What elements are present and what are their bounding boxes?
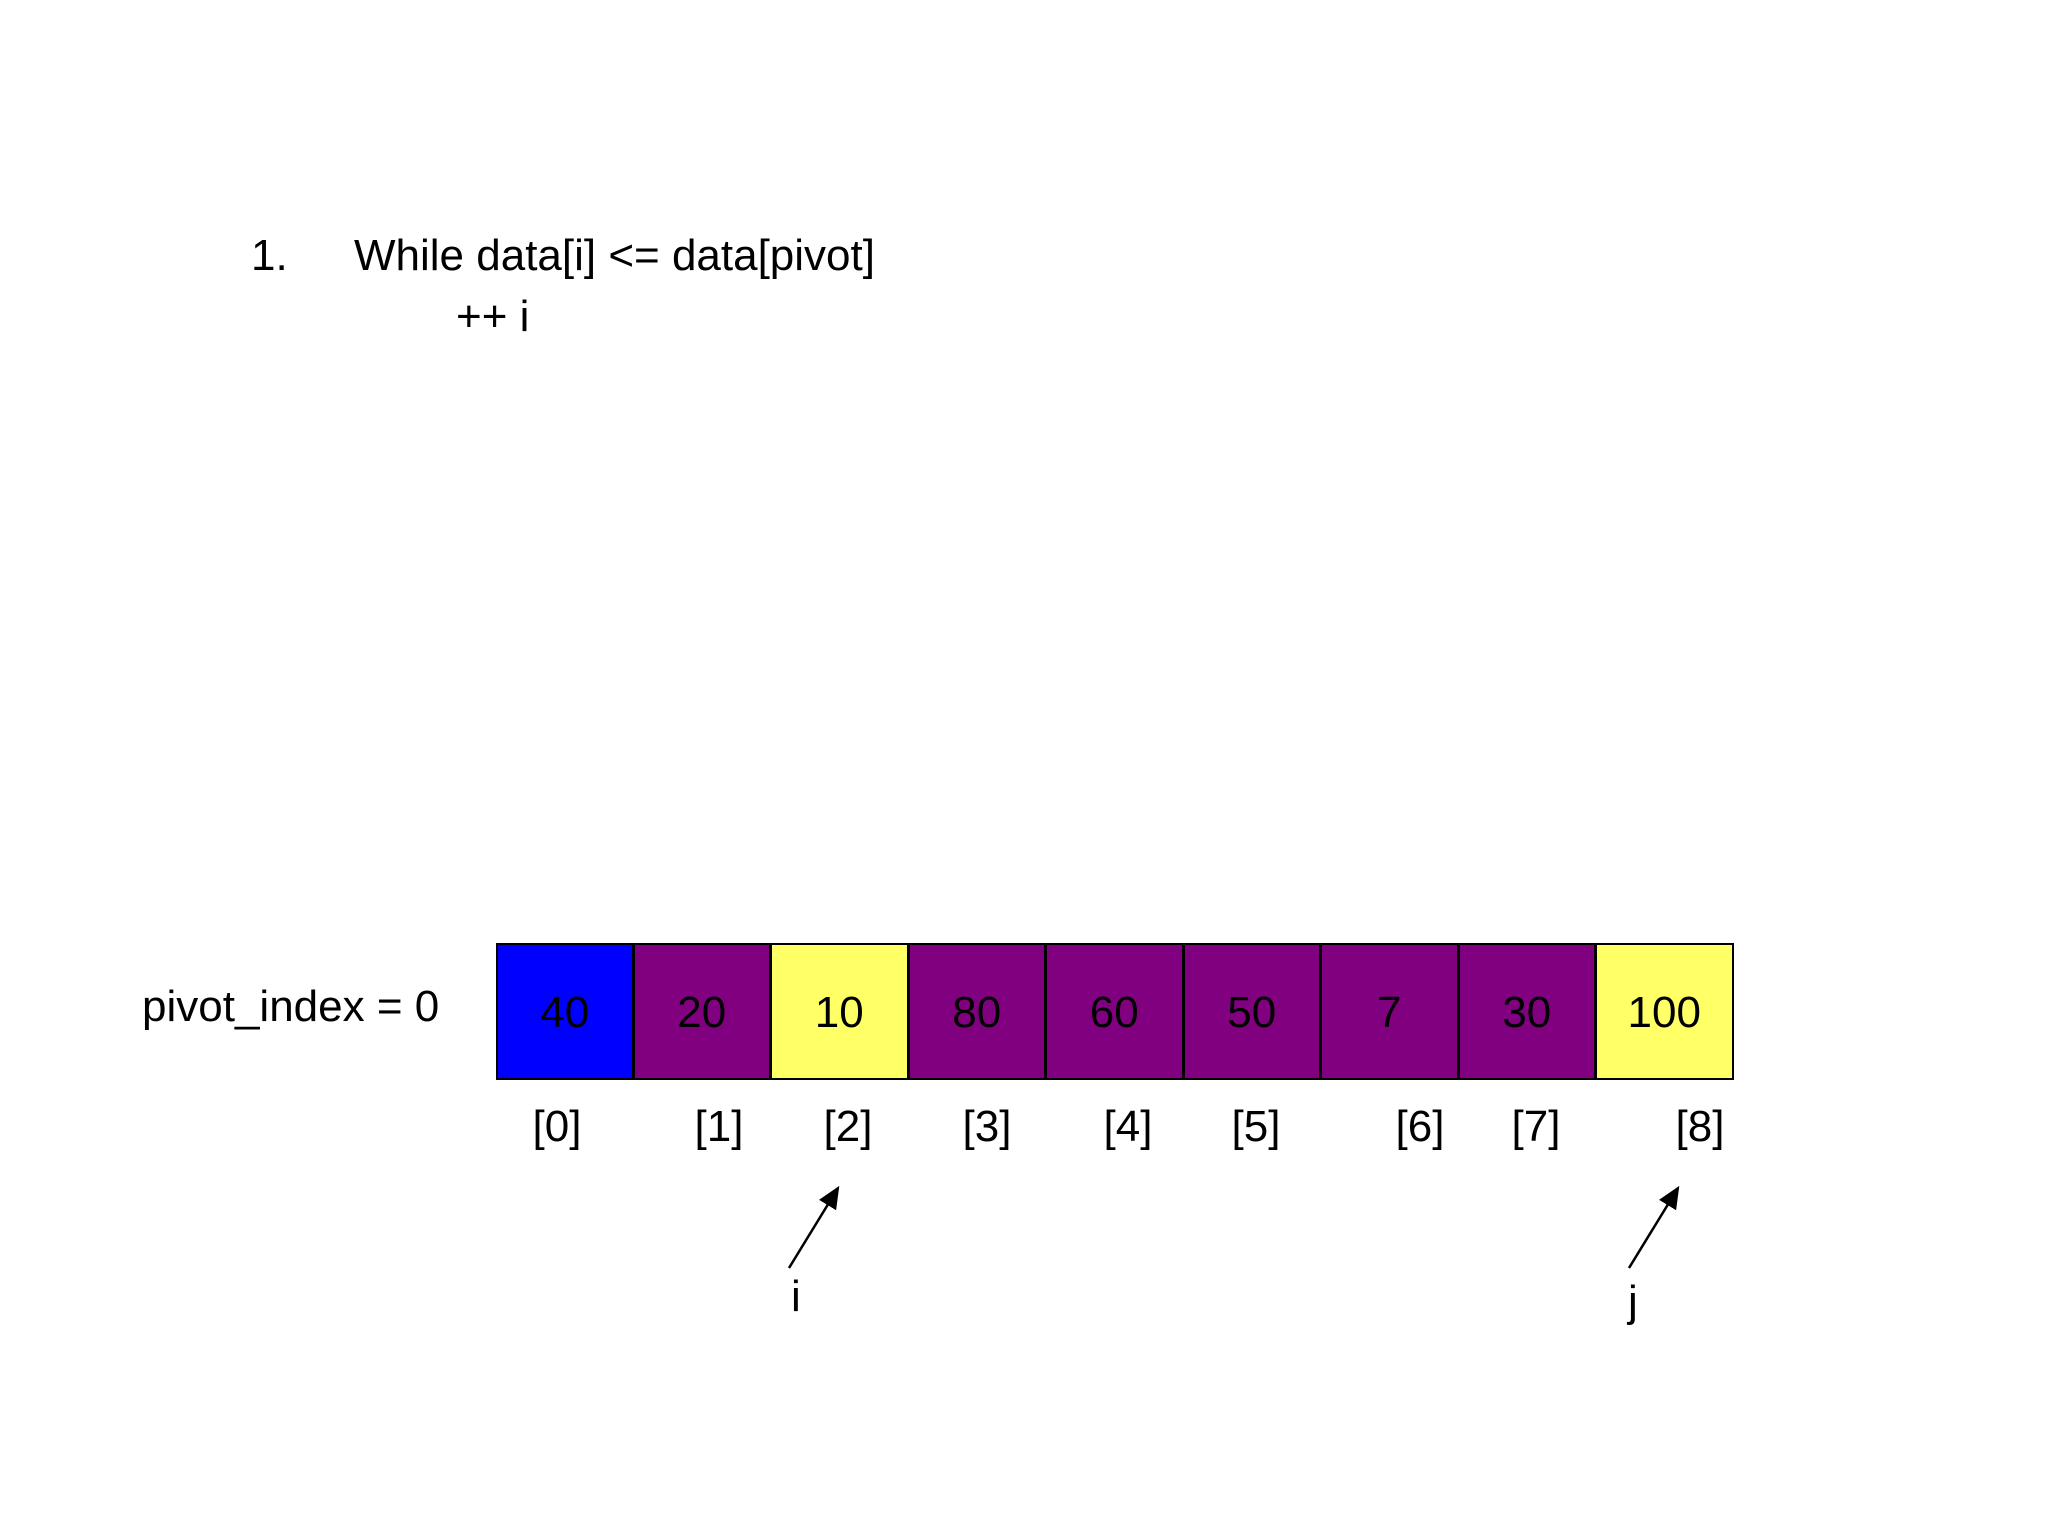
array-cell: 30 <box>1458 943 1596 1080</box>
array-cell: 7 <box>1321 943 1459 1080</box>
array-cell: 40 <box>496 943 634 1080</box>
pivot-index-label: pivot_index = 0 <box>142 982 440 1031</box>
step-condition: While data[i] <= data[pivot] <box>354 231 875 280</box>
step-increment: ++ i <box>456 292 530 341</box>
array-index-label: [6] <box>1395 1102 1445 1151</box>
step-number: 1. <box>251 231 288 280</box>
array-index-label: [1] <box>694 1102 744 1151</box>
array-index-label: [0] <box>532 1102 582 1151</box>
array-index-label: [5] <box>1231 1102 1281 1151</box>
array-cell: 60 <box>1046 943 1184 1080</box>
array-cell: 50 <box>1183 943 1321 1080</box>
array-cell: 20 <box>633 943 771 1080</box>
i-pointer-label: i <box>791 1272 801 1321</box>
j-arrow <box>1627 1185 1680 1269</box>
array-index-label: [4] <box>1103 1102 1153 1151</box>
array-index-label: [2] <box>823 1102 873 1151</box>
array-index-label: [8] <box>1675 1102 1725 1151</box>
j-pointer-label: j <box>1628 1277 1638 1326</box>
array-index-label: [3] <box>962 1102 1012 1151</box>
array-cell: 100 <box>1596 943 1734 1080</box>
i-arrow <box>787 1185 840 1269</box>
array-index-label: [7] <box>1511 1102 1561 1151</box>
array-cell: 80 <box>908 943 1046 1080</box>
array-cell: 10 <box>771 943 909 1080</box>
